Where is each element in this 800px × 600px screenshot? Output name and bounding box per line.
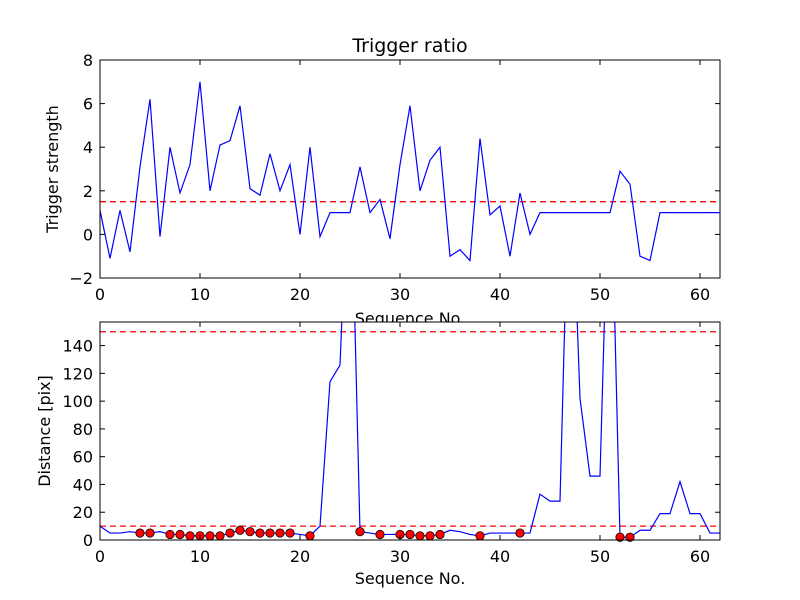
x-tick-label: 10 <box>190 285 210 304</box>
data-point-marker <box>615 532 625 542</box>
chart-title: Trigger ratio <box>351 35 467 57</box>
data-point-marker <box>355 527 365 537</box>
data-point-marker <box>415 531 425 541</box>
threshold-lines <box>100 331 720 527</box>
x-tick-label: 40 <box>490 285 510 304</box>
data-point-marker <box>255 528 265 538</box>
panel-background <box>100 322 720 540</box>
data-point-marker <box>205 531 215 541</box>
data-point-marker <box>375 529 385 540</box>
data-point-marker <box>625 532 635 542</box>
data-point-marker <box>175 529 185 540</box>
data-point-marker <box>305 531 315 541</box>
data-point-marker <box>215 531 225 541</box>
x-tick-label: 20 <box>290 285 310 304</box>
data-point-marker <box>225 528 235 538</box>
series-markers <box>135 525 635 542</box>
x-tick-label: 0 <box>95 547 105 566</box>
series-trigger-strength <box>100 81 720 262</box>
y-tick-label: 60 <box>73 448 93 467</box>
y-axis-label: Distance [pix] <box>35 375 54 487</box>
y-tick-label: 140 <box>62 337 93 356</box>
y-tick-label: −2 <box>69 269 93 288</box>
y-tick-label: 40 <box>73 475 93 494</box>
x-tick-label: 10 <box>190 547 210 566</box>
series-line <box>100 81 720 262</box>
y-tick-label: 20 <box>73 503 93 522</box>
data-point-marker <box>435 529 445 540</box>
y-tick-label: 4 <box>83 138 93 157</box>
x-tick-label: 30 <box>390 285 410 304</box>
data-point-marker <box>165 529 175 540</box>
data-point-marker <box>265 528 275 538</box>
x-axis-label: Sequence No. <box>355 569 466 588</box>
y-tick-label: 6 <box>83 95 93 114</box>
x-tick-label: 40 <box>490 547 510 566</box>
data-point-marker <box>515 528 525 538</box>
data-point-marker <box>405 529 415 540</box>
y-tick-label: 8 <box>83 51 93 70</box>
x-tick-label: 60 <box>690 547 710 566</box>
data-point-marker <box>275 528 285 538</box>
x-tick-label: 30 <box>390 547 410 566</box>
y-axis-ticks: −2 0 2 4 6 8 <box>69 51 720 288</box>
data-point-marker <box>425 531 435 541</box>
plot-frame <box>99 321 721 541</box>
y-tick-label: 120 <box>62 364 93 383</box>
distance-chart: 0 10 20 30 40 50 60 0 20 40 60 80 100 120 140 Sequenc… <box>35 321 721 588</box>
data-point-marker <box>145 528 155 538</box>
data-point-marker <box>135 528 145 538</box>
data-point-marker <box>285 528 295 538</box>
y-axis-label: Trigger strength <box>43 105 62 234</box>
y-tick-label: 2 <box>83 182 93 201</box>
x-tick-label: 20 <box>290 547 310 566</box>
y-tick-label: 0 <box>83 531 93 550</box>
plot-frame <box>99 59 721 279</box>
data-point-marker <box>245 527 255 537</box>
x-axis-ticks: 0 10 20 30 40 50 60 <box>95 322 710 566</box>
x-tick-label: 0 <box>95 285 105 304</box>
data-point-marker <box>235 525 245 535</box>
x-tick-label: 50 <box>590 285 610 304</box>
x-axis-ticks: 0 10 20 30 40 50 60 <box>95 60 710 304</box>
y-tick-label: 0 <box>83 225 93 244</box>
x-tick-label: 60 <box>690 285 710 304</box>
x-tick-label: 50 <box>590 547 610 566</box>
y-tick-label: 100 <box>62 392 93 411</box>
data-point-marker <box>475 531 485 541</box>
data-point-marker <box>185 531 195 541</box>
y-axis-ticks: 0 20 40 60 80 100 120 140 <box>62 337 720 550</box>
y-tick-label: 80 <box>73 420 93 439</box>
